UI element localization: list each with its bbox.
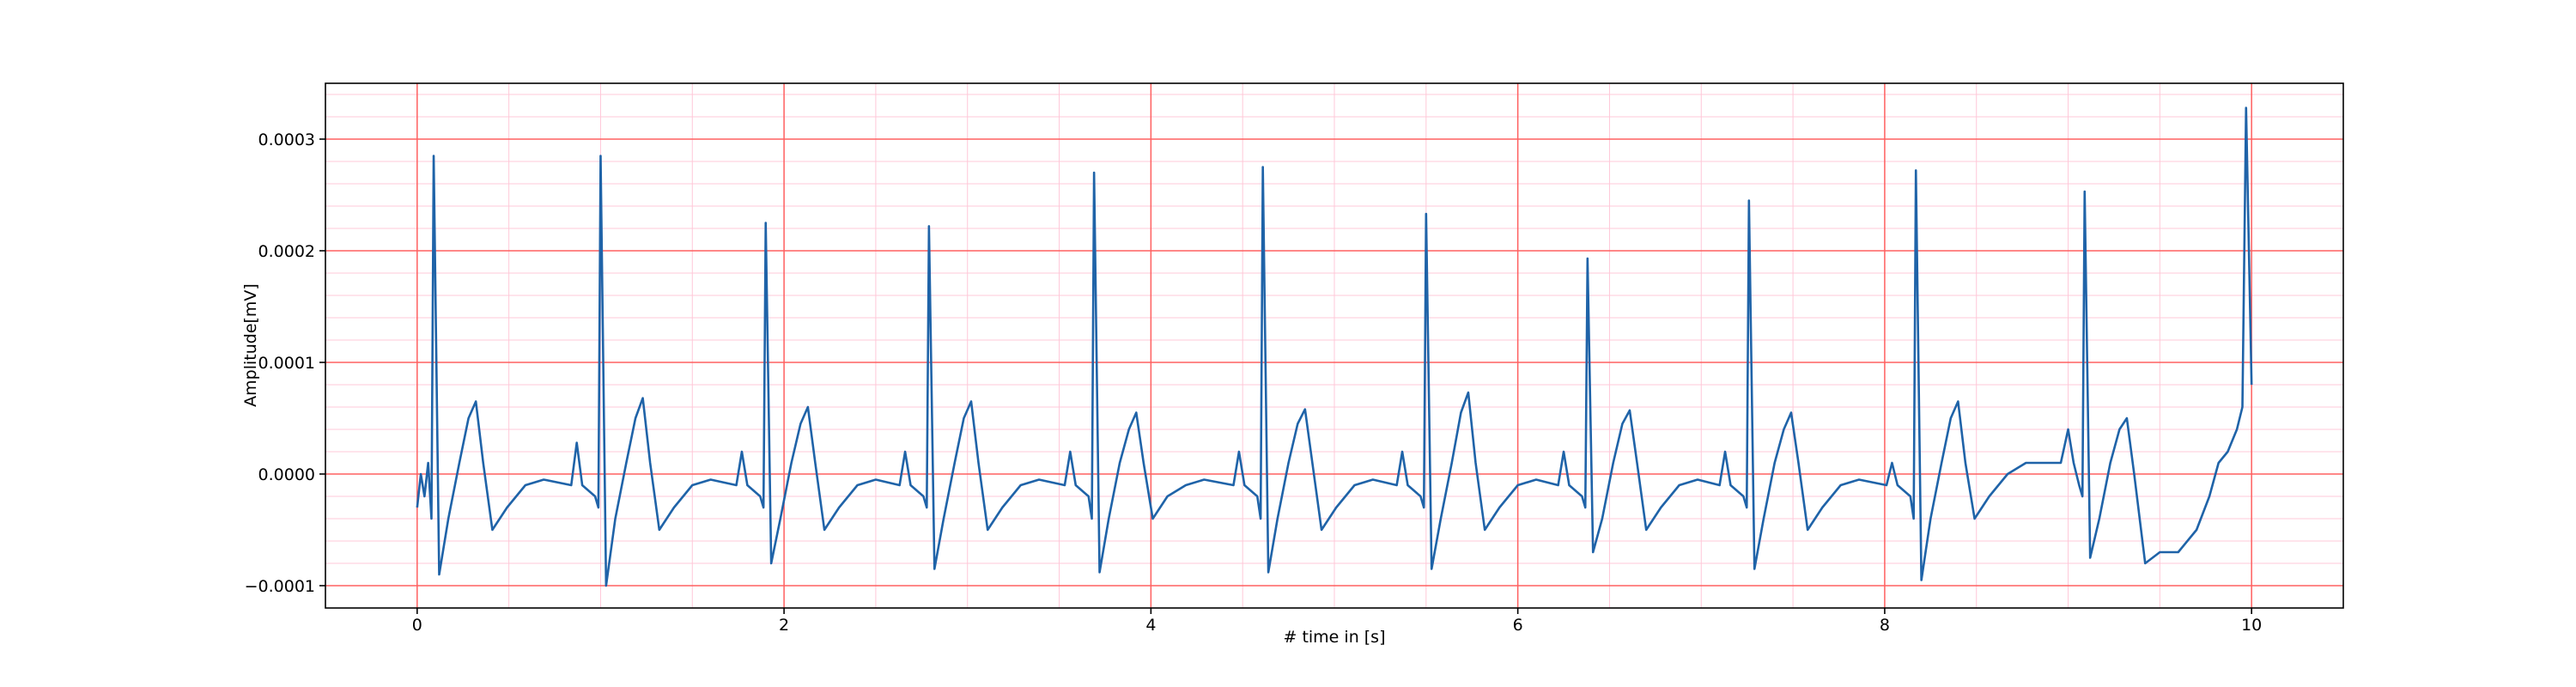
y-tick-label: 0.0001 bbox=[258, 354, 315, 373]
axes: 0 2 4 6 8 10 −0.0001 0.0000 0.0001 0.0002 0.0003 bbox=[245, 131, 2263, 635]
y-tick-label: 0.0000 bbox=[258, 465, 315, 484]
y-axis-label: Amplitude[mV] bbox=[241, 283, 260, 407]
x-tick-label: 2 bbox=[779, 616, 789, 635]
y-tick-label: 0.0003 bbox=[258, 131, 315, 149]
x-tick-label: 10 bbox=[2241, 616, 2262, 635]
axes-frame bbox=[325, 82, 2344, 609]
x-tick-label: 8 bbox=[1880, 616, 1890, 635]
x-tick-label: 4 bbox=[1145, 616, 1156, 635]
y-tick-label: 0.0002 bbox=[258, 242, 315, 261]
x-axis-label: # time in [s] bbox=[1283, 628, 1385, 647]
ecg-line bbox=[416, 106, 2253, 587]
plot bbox=[416, 106, 2253, 587]
y-tick-label: −0.0001 bbox=[245, 577, 315, 596]
x-tick-label: 0 bbox=[412, 616, 422, 635]
grid bbox=[325, 83, 2344, 608]
x-tick-label: 6 bbox=[1513, 616, 1523, 635]
